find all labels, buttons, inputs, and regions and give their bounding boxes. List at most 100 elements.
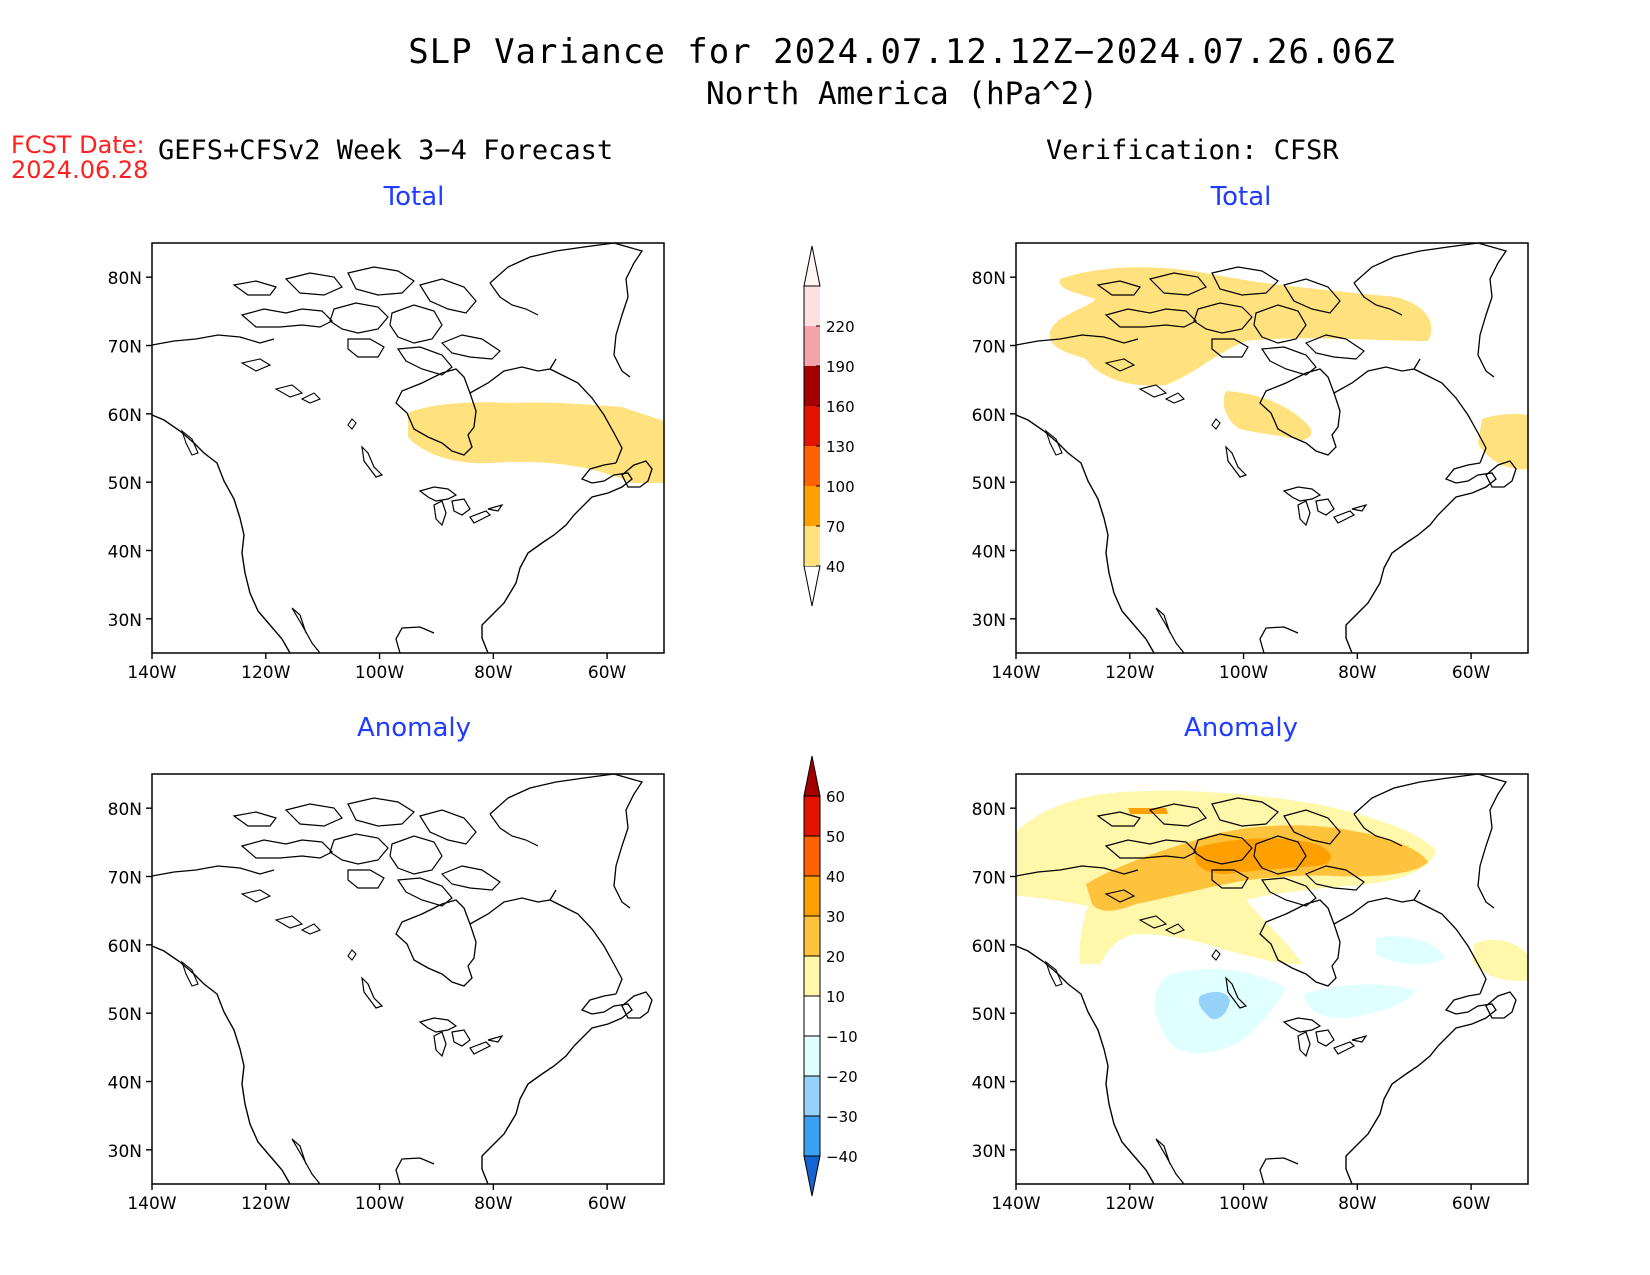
colorbar-lower-extension: [803, 565, 821, 607]
colorbar-box: [804, 406, 820, 446]
colorbar-label: −20: [826, 1068, 858, 1086]
colorbar-box: [804, 1076, 820, 1116]
verification-column-heading: Verification: CFSR: [1046, 135, 1339, 166]
verification-anomaly-label: Anomaly: [1183, 713, 1299, 743]
lon-tick-label: 80W: [1338, 663, 1377, 683]
anomaly-colorbar: 60 50 40 30 20 10 −10 −20 −30 −40: [803, 755, 858, 1197]
forecast-total-label: Total: [383, 182, 445, 212]
lat-tick-label: 60N: [108, 406, 142, 426]
lat-tick-label: 30N: [108, 611, 142, 631]
colorbar-box: [804, 1116, 820, 1156]
figure-title: SLP Variance for 2024.07.12.12Z−2024.07.…: [408, 32, 1396, 72]
colorbar-box: [804, 526, 820, 566]
forecast-column-heading: GEFS+CFSv2 Week 3−4 Forecast: [158, 135, 614, 166]
lat-tick-label: 30N: [972, 1142, 1006, 1162]
lon-tick-label: 140W: [991, 1194, 1040, 1214]
colorbar-label: 130: [826, 438, 855, 456]
lon-tick-label: 140W: [127, 663, 176, 683]
lon-tick-label: 100W: [355, 663, 404, 683]
map-frame: [151, 242, 665, 654]
lon-tick-label: 60W: [588, 663, 627, 683]
lon-tick-label: 140W: [127, 1194, 176, 1214]
colorbar-box: [804, 326, 820, 366]
lat-tick-label: 80N: [108, 800, 142, 820]
lon-tick-label: 80W: [1338, 1194, 1377, 1214]
colorbar-box: [804, 916, 820, 956]
lon-tick-label: 120W: [1105, 663, 1154, 683]
variance-40-70-north: [1049, 267, 1432, 386]
lat-tick-label: 30N: [108, 1142, 142, 1162]
map-frame: [1015, 242, 1529, 654]
colorbar-label: −40: [826, 1148, 858, 1166]
forecast-total-map: [151, 242, 665, 654]
variance-40-70-hudson: [1223, 391, 1312, 440]
anomaly-30-40-region: [1194, 838, 1331, 874]
colorbar-label: 100: [826, 478, 855, 496]
anomaly-neg20-neg30-region: [1198, 991, 1230, 1020]
colorbar-label: 190: [826, 358, 855, 376]
colorbar-label: 50: [826, 828, 845, 846]
colorbar-label: −30: [826, 1108, 858, 1126]
colorbar-label: 70: [826, 518, 845, 536]
lon-tick-label: 120W: [241, 663, 290, 683]
colorbar-label: 60: [826, 788, 845, 806]
map-frame: [151, 773, 665, 1185]
anomaly-30-40-small: [1128, 808, 1168, 814]
colorbar-box: [804, 1036, 820, 1076]
figure-subtitle: North America (hPa^2): [706, 76, 1098, 112]
lat-tick-label: 50N: [972, 474, 1006, 494]
lat-tick-label: 80N: [108, 269, 142, 289]
anomaly-neg10-neg20-labrador: [1376, 936, 1446, 965]
lat-tick-label: 80N: [972, 269, 1006, 289]
lon-tick-label: 60W: [588, 1194, 627, 1214]
lat-tick-label: 70N: [972, 869, 1006, 889]
lon-tick-label: 100W: [1219, 663, 1268, 683]
lat-tick-label: 50N: [972, 1005, 1006, 1025]
lat-tick-label: 60N: [972, 406, 1006, 426]
colorbar-box: [804, 446, 820, 486]
variance-40-70-atlantic: [1478, 414, 1528, 470]
lat-tick-label: 40N: [972, 1074, 1006, 1094]
colorbar-box: [804, 836, 820, 876]
forecast-anomaly-label: Anomaly: [356, 713, 472, 743]
lat-tick-label: 30N: [972, 611, 1006, 631]
colorbar-box: [804, 366, 820, 406]
lat-tick-label: 50N: [108, 474, 142, 494]
colorbar-box: [804, 486, 820, 526]
fcst-label: FCST Date:: [11, 131, 145, 159]
verification-anomaly-map: [1015, 773, 1529, 1185]
anomaly-neg10-neg20-east: [1304, 984, 1416, 1019]
lat-tick-label: 60N: [972, 937, 1006, 957]
colorbar-box: [804, 956, 820, 996]
anomaly-10-20-atlantic: [1472, 939, 1528, 981]
axes-layer: 80N 70N 60N 50N 40N 30N 140W 120W 100W 80W 60W 80N 7…: [108, 269, 1491, 1214]
colorbar-label: 160: [826, 398, 855, 416]
lon-tick-label: 60W: [1452, 1194, 1491, 1214]
lat-tick-label: 70N: [108, 869, 142, 889]
forecast-anomaly-map: [151, 773, 665, 1185]
lat-tick-label: 40N: [972, 543, 1006, 563]
lat-tick-label: 70N: [108, 338, 142, 358]
lon-tick-label: 80W: [474, 663, 513, 683]
colorbar-label: −10: [826, 1028, 858, 1046]
colorbar-upper-extension: [803, 755, 821, 797]
colorbar-label: 40: [826, 558, 845, 576]
lon-tick-label: 60W: [1452, 663, 1491, 683]
lon-tick-label: 140W: [991, 663, 1040, 683]
colorbar-lower-extension: [803, 1155, 821, 1197]
lat-tick-label: 70N: [972, 338, 1006, 358]
lat-tick-label: 50N: [108, 1005, 142, 1025]
lon-tick-label: 100W: [355, 1194, 404, 1214]
map-frame: [1015, 773, 1529, 1185]
fcst-date-block: FCST Date: 2024.06.28: [11, 133, 148, 183]
verification-total-map: [1015, 242, 1529, 654]
colorbar-label: 220: [826, 318, 855, 336]
lat-tick-label: 60N: [108, 937, 142, 957]
verification-total-label: Total: [1210, 182, 1272, 212]
lat-tick-label: 40N: [108, 1074, 142, 1094]
lat-tick-label: 40N: [108, 543, 142, 563]
colorbar-label: 20: [826, 948, 845, 966]
colorbar-label: 30: [826, 908, 845, 926]
colorbar-box: [804, 796, 820, 836]
